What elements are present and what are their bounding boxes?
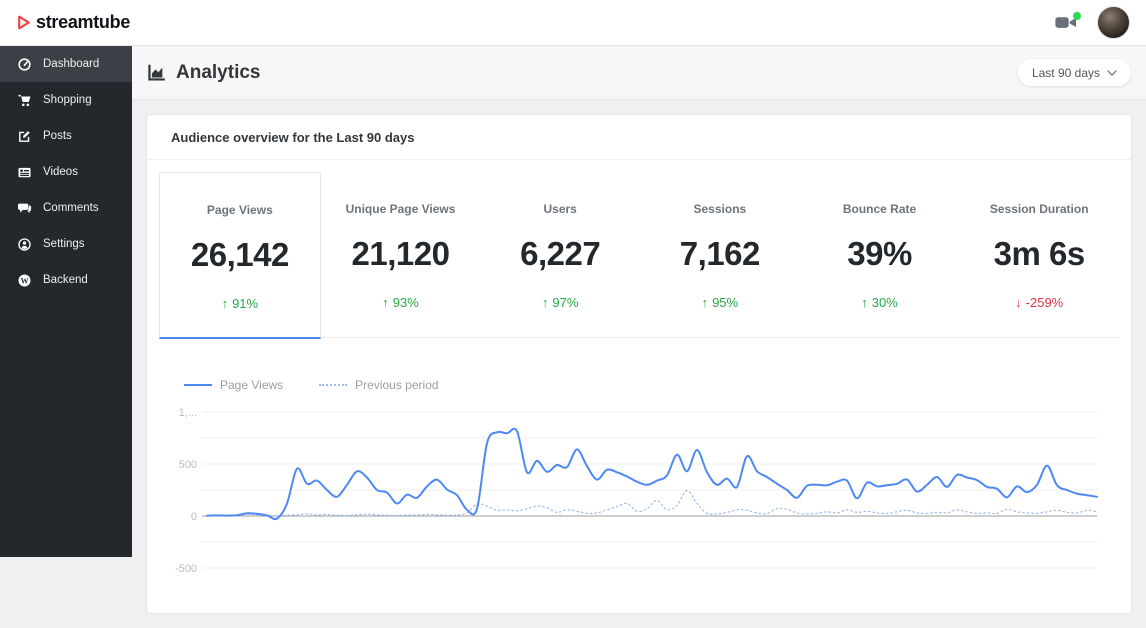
stat-value: 26,142 <box>190 236 289 273</box>
stat-value: 7,162 <box>679 235 761 272</box>
sidebar-item-label: Shopping <box>43 94 92 106</box>
stat-label: Session Duration <box>989 202 1089 216</box>
card-body: Page Views 26,142 ↑ 91% Unique Page Views 21,… <box>147 160 1131 580</box>
legend-swatch-dotted <box>319 384 348 386</box>
playlist-icon <box>17 165 32 180</box>
stat-tab-page-views[interactable]: Page Views 26,142 ↑ 91% <box>159 172 321 339</box>
page-title: Analytics <box>176 61 261 83</box>
gauge-icon <box>17 57 32 72</box>
legend-label: Page Views <box>220 378 284 392</box>
svg-text:1,...: 1,... <box>179 407 197 419</box>
svg-text:-500: -500 <box>175 563 197 575</box>
main-area: Analytics Last 90 days Audience overview… <box>132 46 1146 628</box>
sidebar-item-dashboard[interactable]: Dashboard <box>0 46 132 82</box>
sidebar-item-comments[interactable]: Comments <box>0 190 132 226</box>
brand-name: streamtube <box>36 12 131 32</box>
svg-text:0: 0 <box>191 511 197 523</box>
content: Audience overview for the Last 90 days P… <box>132 100 1146 628</box>
sidebar-item-label: Settings <box>43 238 85 250</box>
stat-label: Unique Page Views <box>345 202 456 216</box>
series-previous-period <box>206 489 1098 517</box>
sidebar-item-label: Posts <box>43 130 72 142</box>
video-camera-icon <box>1054 14 1078 31</box>
sidebar-item-shopping[interactable]: Shopping <box>0 82 132 118</box>
topbar: streamtube <box>0 0 1146 46</box>
stat-change: ↑ 95% <box>701 295 739 310</box>
user-avatar[interactable] <box>1097 6 1130 39</box>
comments-icon <box>17 201 32 216</box>
stat-value: 6,227 <box>520 235 601 272</box>
stat-tab-sessions[interactable]: Sessions 7,162 ↑ 95% <box>640 172 800 338</box>
stat-value: 3m 6s <box>993 235 1086 272</box>
chart-section: Page Views Previous period 1,... 500 0 -500 <box>159 338 1119 580</box>
stat-label: Bounce Rate <box>842 202 917 216</box>
date-range-label: Last 90 days <box>1031 65 1100 80</box>
stat-change: ↑ 91% <box>221 296 259 311</box>
edit-icon <box>17 129 32 144</box>
user-icon <box>17 237 32 252</box>
arrow-up-icon: ↑ <box>541 295 549 310</box>
stat-change: ↑ 30% <box>861 295 898 310</box>
cart-icon <box>17 93 32 108</box>
stat-change: ↑ 93% <box>382 295 419 310</box>
series-page-views <box>206 427 1098 521</box>
wordpress-icon: W <box>17 273 32 288</box>
sidebar-item-label: Dashboard <box>43 58 100 70</box>
sidebar-item-label: Backend <box>43 274 88 286</box>
stat-value: 21,120 <box>351 235 450 272</box>
stat-tab-session-duration[interactable]: Session Duration 3m 6s ↓ -259% <box>959 172 1120 338</box>
card-header: Audience overview for the Last 90 days <box>147 115 1131 160</box>
sidebar-item-posts[interactable]: Posts <box>0 118 132 154</box>
video-camera-button[interactable] <box>1053 11 1081 32</box>
arrow-up-icon: ↑ <box>221 296 229 311</box>
stat-label: Page Views <box>206 203 273 217</box>
stat-tab-bounce-rate[interactable]: Bounce Rate 39% ↑ 30% <box>799 172 960 338</box>
play-outline-icon <box>16 14 31 31</box>
area-chart-icon <box>147 63 167 83</box>
chevron-down-icon <box>1107 69 1117 76</box>
card-title: Audience overview for the Last 90 days <box>171 130 415 145</box>
sidebar: Dashboard Shopping Posts Videos Comments Sett… <box>0 46 132 557</box>
stat-change: ↓ -259% <box>1015 295 1064 310</box>
stats-tabs: Page Views 26,142 ↑ 91% Unique Page Views 21,… <box>159 172 1120 339</box>
stat-change: ↑ 97% <box>541 295 579 310</box>
sidebar-item-label: Comments <box>43 202 99 214</box>
arrow-up-icon: ↑ <box>382 295 389 310</box>
legend-label: Previous period <box>355 378 439 392</box>
arrow-down-icon: ↓ <box>1015 295 1022 310</box>
chart-legend: Page Views Previous period <box>184 378 1107 392</box>
stat-label: Sessions <box>693 202 747 216</box>
stat-tab-users[interactable]: Users 6,227 ↑ 97% <box>480 172 641 338</box>
legend-item-page-views[interactable]: Page Views <box>184 378 283 392</box>
date-range-dropdown[interactable]: Last 90 days <box>1017 59 1131 86</box>
online-badge <box>1073 11 1081 20</box>
svg-text:W: W <box>21 276 29 285</box>
sidebar-item-settings[interactable]: Settings <box>0 226 132 262</box>
arrow-up-icon: ↑ <box>701 295 709 310</box>
svg-text:500: 500 <box>179 459 197 471</box>
audience-overview-card: Audience overview for the Last 90 days P… <box>146 114 1132 614</box>
arrow-up-icon: ↑ <box>861 295 868 310</box>
legend-item-previous-period[interactable]: Previous period <box>319 378 439 392</box>
legend-swatch-solid <box>184 384 212 386</box>
sidebar-item-backend[interactable]: W Backend <box>0 262 132 298</box>
page-header: Analytics Last 90 days <box>132 46 1146 100</box>
brand-logo[interactable]: streamtube <box>16 12 130 33</box>
stat-value: 39% <box>847 235 912 272</box>
line-chart: 1,... 500 0 -500 <box>175 407 1098 575</box>
sidebar-item-label: Videos <box>43 166 78 178</box>
stat-tab-unique-page-views[interactable]: Unique Page Views 21,120 ↑ 93% <box>320 172 481 338</box>
sidebar-item-videos[interactable]: Videos <box>0 154 132 190</box>
stat-label: Users <box>543 202 577 216</box>
